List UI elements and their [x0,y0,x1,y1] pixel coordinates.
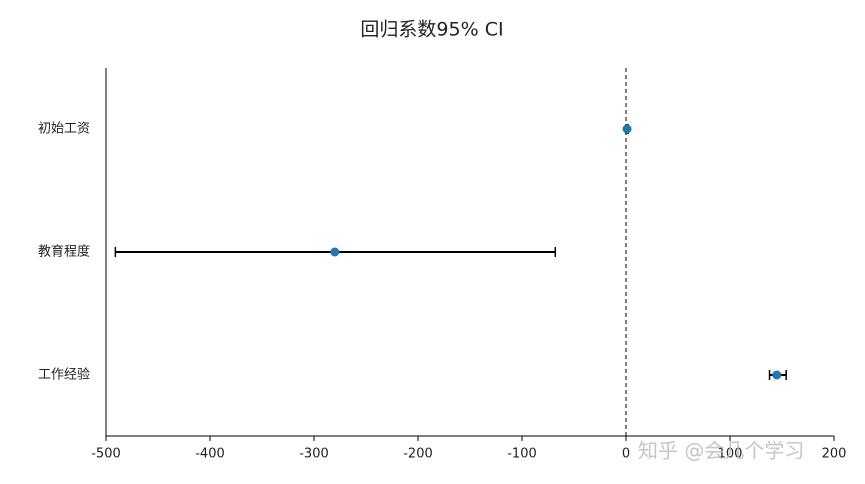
point [330,247,340,257]
x-tick-label: -300 [299,447,329,462]
x-tick-label: -400 [195,447,225,462]
y-tick-label: 工作经验 [38,367,90,383]
x-tick-label: 200 [822,447,847,462]
x-tick-label: -100 [507,447,537,462]
point [622,124,632,134]
x-tick-label: -500 [91,447,121,462]
y-tick-label: 初始工资 [38,122,90,137]
chart-title: 回归系数95% CI [360,19,503,41]
y-tick-label: 教育程度 [38,244,90,260]
x-tick-label: 0 [622,447,630,462]
watermark: 知乎 @会几个学习 [638,439,804,463]
point [772,370,782,380]
x-tick-label: 100 [718,447,743,462]
x-tick-label: -200 [403,447,433,462]
